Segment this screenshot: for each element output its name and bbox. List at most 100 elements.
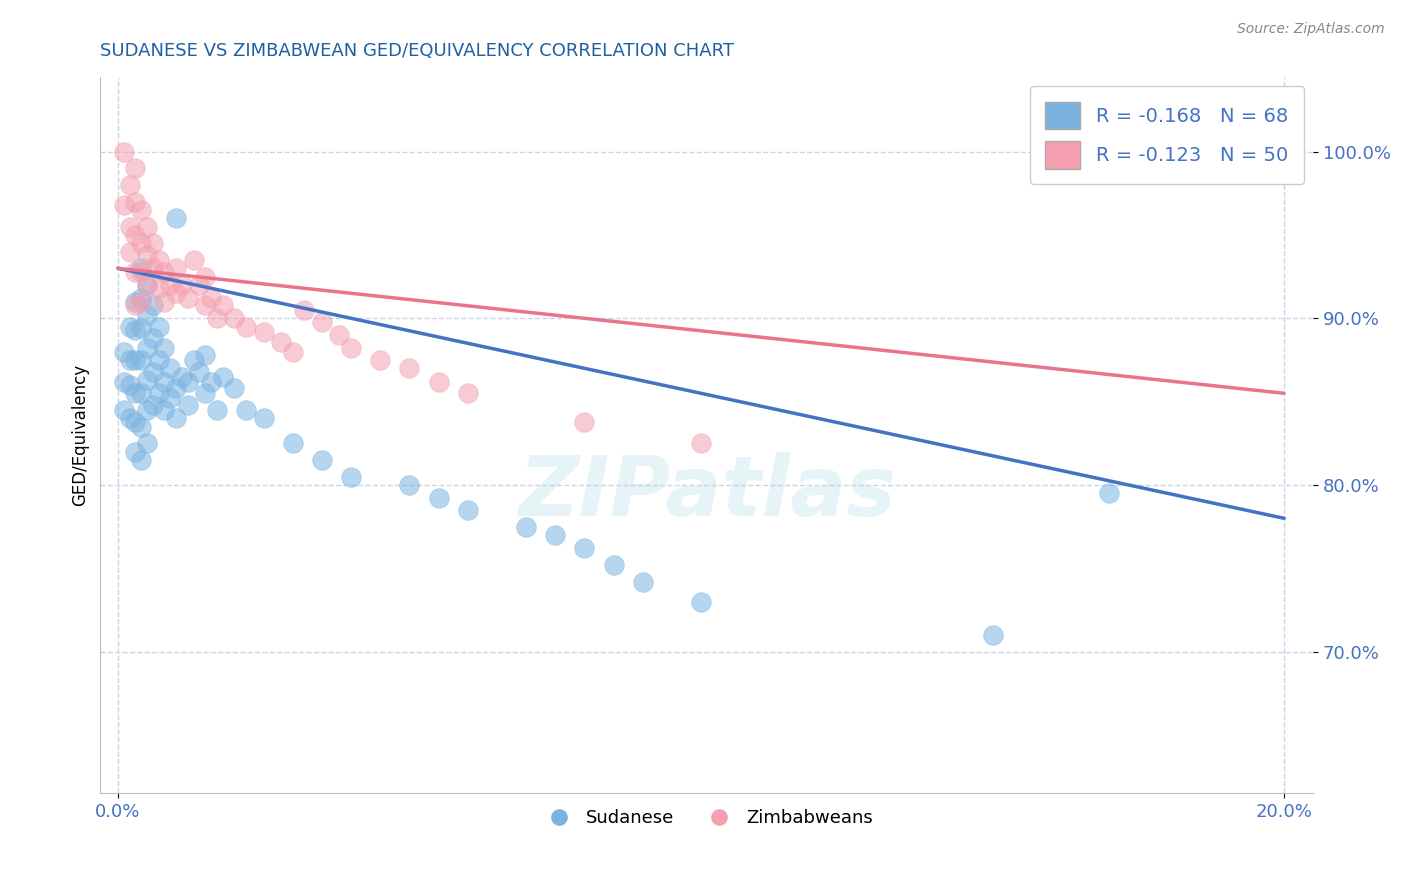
Point bbox=[211, 369, 233, 384]
Point bbox=[398, 361, 420, 376]
Point bbox=[224, 381, 246, 395]
Point bbox=[142, 365, 165, 379]
Point bbox=[281, 344, 304, 359]
Point bbox=[427, 375, 450, 389]
Text: Source: ZipAtlas.com: Source: ZipAtlas.com bbox=[1237, 22, 1385, 37]
Point bbox=[118, 244, 141, 259]
Point bbox=[159, 361, 181, 376]
Point bbox=[153, 403, 176, 417]
Point bbox=[142, 398, 165, 412]
Point bbox=[118, 411, 141, 425]
Point bbox=[153, 265, 176, 279]
Point bbox=[124, 415, 146, 429]
Point bbox=[124, 323, 146, 337]
Point bbox=[253, 325, 276, 339]
Point bbox=[129, 236, 152, 251]
Point bbox=[165, 411, 187, 425]
Point bbox=[340, 341, 363, 355]
Point bbox=[544, 528, 567, 542]
Point bbox=[129, 419, 152, 434]
Point bbox=[194, 386, 217, 401]
Point bbox=[129, 453, 152, 467]
Point bbox=[574, 541, 596, 556]
Point bbox=[136, 308, 159, 322]
Point bbox=[205, 311, 228, 326]
Point bbox=[311, 315, 333, 329]
Point bbox=[124, 227, 146, 242]
Point bbox=[118, 319, 141, 334]
Point bbox=[457, 503, 479, 517]
Point bbox=[118, 353, 141, 368]
Point bbox=[188, 365, 211, 379]
Point bbox=[124, 265, 146, 279]
Point bbox=[177, 291, 200, 305]
Point bbox=[165, 286, 187, 301]
Point bbox=[427, 491, 450, 506]
Point bbox=[148, 386, 170, 401]
Point bbox=[153, 294, 176, 309]
Point bbox=[129, 294, 152, 309]
Point bbox=[224, 311, 246, 326]
Point bbox=[118, 219, 141, 234]
Point bbox=[148, 281, 170, 295]
Point bbox=[183, 353, 205, 368]
Point bbox=[200, 375, 222, 389]
Point bbox=[170, 277, 193, 292]
Point bbox=[136, 248, 159, 262]
Point bbox=[118, 378, 141, 392]
Point bbox=[281, 436, 304, 450]
Point bbox=[129, 291, 152, 305]
Point bbox=[112, 198, 135, 212]
Point bbox=[124, 444, 146, 458]
Legend: Sudanese, Zimbabweans: Sudanese, Zimbabweans bbox=[533, 802, 880, 835]
Point bbox=[398, 478, 420, 492]
Text: ZIPatlas: ZIPatlas bbox=[517, 452, 896, 533]
Point bbox=[165, 211, 187, 226]
Point bbox=[148, 353, 170, 368]
Point bbox=[129, 386, 152, 401]
Point bbox=[690, 436, 713, 450]
Point bbox=[368, 353, 391, 368]
Point bbox=[148, 319, 170, 334]
Point bbox=[124, 386, 146, 401]
Point bbox=[194, 298, 217, 312]
Point bbox=[124, 298, 146, 312]
Point bbox=[142, 236, 165, 251]
Point bbox=[270, 334, 292, 349]
Point bbox=[211, 298, 233, 312]
Point bbox=[170, 369, 193, 384]
Point bbox=[124, 294, 146, 309]
Point bbox=[235, 403, 257, 417]
Point bbox=[1098, 486, 1121, 500]
Point bbox=[177, 398, 200, 412]
Point bbox=[142, 261, 165, 276]
Point bbox=[165, 261, 187, 276]
Point bbox=[124, 194, 146, 209]
Point bbox=[515, 519, 537, 533]
Point bbox=[457, 386, 479, 401]
Point bbox=[129, 202, 152, 217]
Point bbox=[602, 558, 624, 572]
Point bbox=[194, 348, 217, 362]
Point bbox=[159, 392, 181, 406]
Point bbox=[311, 453, 333, 467]
Point bbox=[294, 302, 316, 317]
Point bbox=[183, 252, 205, 267]
Point bbox=[194, 269, 217, 284]
Point bbox=[153, 341, 176, 355]
Point bbox=[136, 341, 159, 355]
Point bbox=[129, 265, 152, 279]
Point bbox=[112, 403, 135, 417]
Point bbox=[124, 353, 146, 368]
Point bbox=[200, 291, 222, 305]
Point bbox=[340, 469, 363, 483]
Point bbox=[981, 628, 1004, 642]
Point bbox=[153, 375, 176, 389]
Point bbox=[136, 277, 159, 292]
Point bbox=[148, 252, 170, 267]
Point bbox=[690, 595, 713, 609]
Point bbox=[177, 375, 200, 389]
Text: SUDANESE VS ZIMBABWEAN GED/EQUIVALENCY CORRELATION CHART: SUDANESE VS ZIMBABWEAN GED/EQUIVALENCY C… bbox=[100, 42, 734, 60]
Point bbox=[142, 331, 165, 345]
Point bbox=[165, 381, 187, 395]
